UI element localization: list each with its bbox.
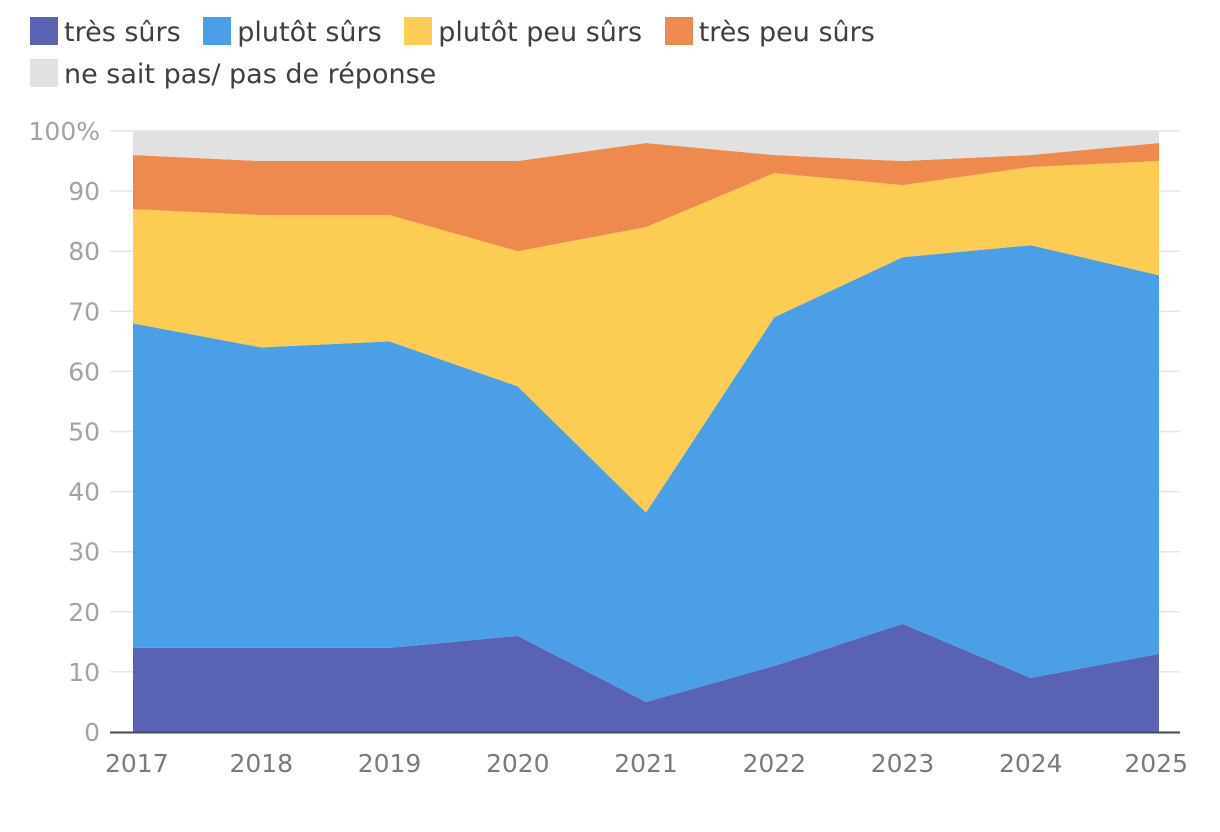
area-series: [133, 131, 1159, 732]
legend-swatch: [203, 17, 232, 45]
y-tick-label: 60: [68, 357, 100, 386]
y-tick-label: 90: [68, 177, 100, 206]
legend-item-plutot-surs[interactable]: plutôt sûrs: [203, 12, 382, 54]
y-tick-label: 40: [68, 478, 100, 507]
legend-label: très peu sûrs: [698, 17, 875, 48]
y-tick-label: 70: [68, 297, 100, 326]
y-tick-label: 10: [68, 658, 100, 687]
area-series-0[interactable]: [133, 623, 1159, 732]
x-tick-label: 2018: [229, 749, 293, 778]
legend-label: plutôt peu sûrs: [438, 17, 643, 48]
y-tick-label: 20: [68, 598, 100, 627]
area-series-3[interactable]: [133, 143, 1159, 252]
legend-item-ne-sait-pas[interactable]: ne sait pas/ pas de réponse: [30, 54, 436, 96]
x-tick-label: 2022: [742, 749, 806, 778]
x-tick-label: 2020: [486, 749, 550, 778]
axes: 0 10 20 30 40 50 60 70 80 90 100% 2017 2018 2019 2020 2…: [29, 117, 1188, 778]
y-tick-label: 0: [84, 718, 100, 747]
legend-item-plutot-peu-surs[interactable]: plutôt peu sûrs: [404, 12, 642, 54]
y-tick-label: 100%: [29, 117, 100, 146]
area-series-2[interactable]: [133, 161, 1159, 513]
x-tick-label: 2019: [358, 749, 422, 778]
x-tick-label: 2023: [871, 749, 935, 778]
y-tick-label: 50: [68, 418, 100, 447]
legend-item-tres-peu-surs[interactable]: très peu sûrs: [664, 12, 875, 54]
legend-swatch: [30, 17, 58, 45]
legend-swatch: [664, 17, 693, 45]
legend: très sûrs plutôt sûrs plutôt peu sûrs tr…: [30, 12, 1200, 96]
legend-label: plutôt sûrs: [237, 17, 382, 48]
legend-swatch: [404, 17, 433, 45]
legend-item-tres-surs[interactable]: très sûrs: [30, 12, 181, 54]
area-series-4[interactable]: [133, 131, 1159, 162]
x-tick-label: 2021: [614, 749, 678, 778]
x-tick-label: 2024: [999, 749, 1063, 778]
legend-label: très sûrs: [64, 17, 181, 48]
area-series-1[interactable]: [133, 245, 1159, 702]
legend-swatch: [30, 59, 58, 87]
x-tick-label: 2025: [1124, 749, 1188, 778]
y-tick-label: 80: [68, 237, 100, 266]
legend-label: ne sait pas/ pas de réponse: [64, 59, 437, 90]
x-tick-label: 2017: [105, 749, 169, 778]
y-tick-label: 30: [68, 538, 100, 567]
